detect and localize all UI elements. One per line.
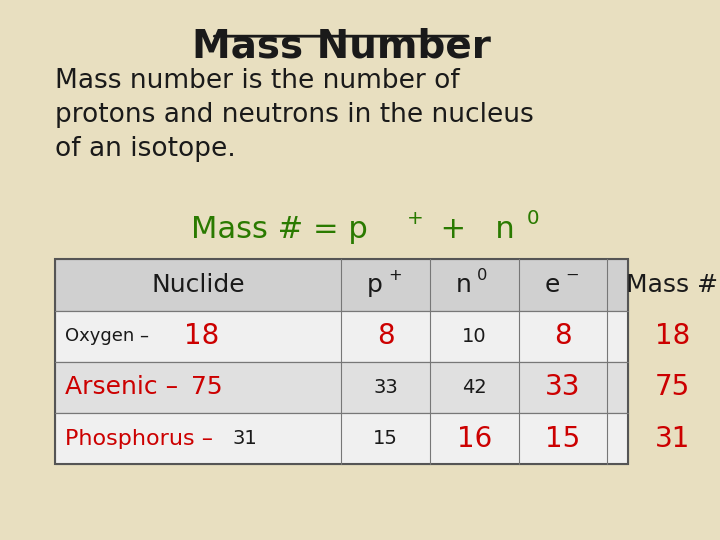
Text: Phosphorus –: Phosphorus – xyxy=(65,429,220,449)
Text: 8: 8 xyxy=(554,322,572,350)
Text: e: e xyxy=(545,273,560,297)
Text: 42: 42 xyxy=(462,378,487,397)
Text: p: p xyxy=(367,273,383,297)
Text: 31: 31 xyxy=(654,425,690,453)
Text: −: − xyxy=(566,268,580,282)
Text: Mass number is the number of
protons and neutrons in the nucleus
of an isotope.: Mass number is the number of protons and… xyxy=(55,68,534,161)
Text: Mass #: Mass # xyxy=(626,273,718,297)
Text: 15: 15 xyxy=(373,429,398,448)
Text: Nuclide: Nuclide xyxy=(151,273,245,297)
Text: Mass # = p: Mass # = p xyxy=(191,215,368,244)
Text: +   n: + n xyxy=(421,215,515,244)
Text: 33: 33 xyxy=(545,374,581,401)
Text: 8: 8 xyxy=(377,322,395,350)
Text: 18: 18 xyxy=(654,322,690,350)
FancyBboxPatch shape xyxy=(55,310,628,362)
Text: Arsenic –: Arsenic – xyxy=(65,375,186,400)
Text: Oxygen –: Oxygen – xyxy=(65,327,155,345)
Text: 16: 16 xyxy=(456,425,492,453)
Text: 0: 0 xyxy=(477,268,487,282)
Text: 33: 33 xyxy=(373,378,398,397)
Text: n: n xyxy=(456,273,472,297)
Text: +: + xyxy=(408,209,424,228)
FancyBboxPatch shape xyxy=(55,259,628,310)
Text: Mass Number: Mass Number xyxy=(192,27,490,65)
Text: 18: 18 xyxy=(184,322,220,350)
Text: +: + xyxy=(388,268,402,282)
Text: 75: 75 xyxy=(191,375,222,400)
Text: 10: 10 xyxy=(462,327,487,346)
FancyBboxPatch shape xyxy=(55,362,628,413)
Text: 31: 31 xyxy=(232,429,257,448)
Text: 15: 15 xyxy=(545,425,580,453)
Text: 75: 75 xyxy=(654,374,690,401)
Text: 0: 0 xyxy=(527,209,539,228)
FancyBboxPatch shape xyxy=(55,413,628,464)
